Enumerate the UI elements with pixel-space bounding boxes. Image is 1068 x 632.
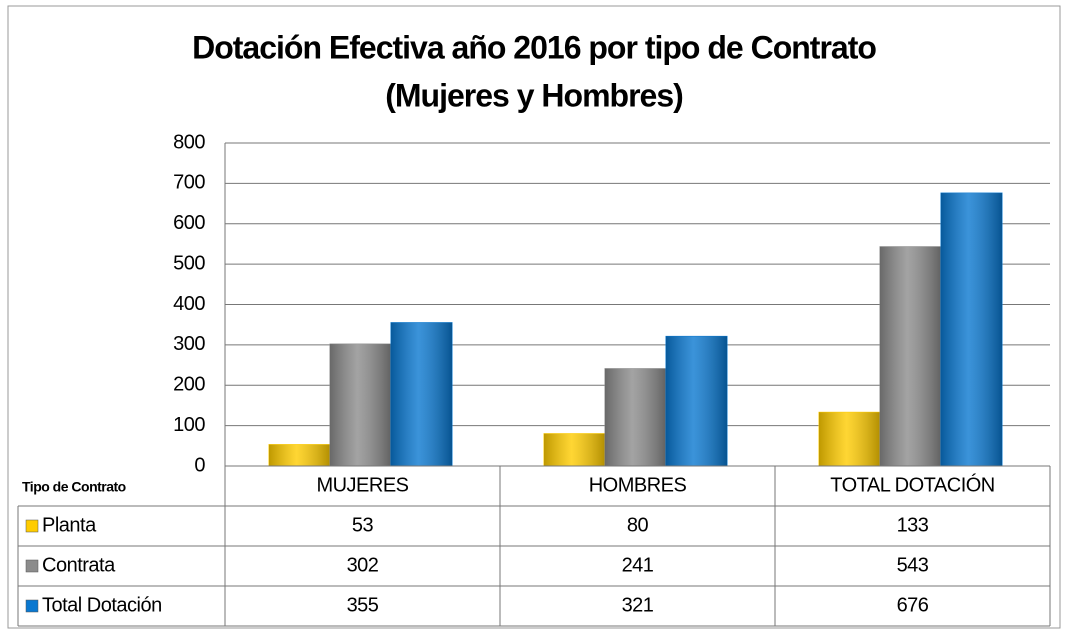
bar-shade — [819, 412, 880, 466]
y-tick-label: 600 — [173, 212, 205, 234]
table-cell: 53 — [352, 514, 374, 536]
y-tick-label: 200 — [173, 374, 205, 396]
bar-shade — [330, 344, 391, 466]
y-tick-label: 800 — [173, 131, 205, 153]
bar-shade — [666, 336, 727, 466]
table-header: Tipo de Contrato — [22, 479, 126, 495]
y-tick-label: 0 — [194, 454, 205, 476]
bar-shade — [880, 246, 941, 466]
bar-shade — [391, 322, 452, 466]
legend-key — [25, 519, 39, 533]
bar-shade — [269, 444, 330, 466]
legend-label: Contrata — [42, 554, 116, 576]
legend-label: Planta — [42, 514, 97, 536]
x-tick-label: TOTAL DOTACIÓN — [830, 473, 995, 496]
chart-title: Dotación Efectiva año 2016 por tipo de C… — [192, 29, 876, 65]
bar-shade — [605, 368, 666, 466]
y-tick-label: 400 — [173, 293, 205, 315]
table-cell: 543 — [897, 554, 929, 576]
y-tick-label: 700 — [173, 172, 205, 194]
x-tick-label: HOMBRES — [589, 474, 687, 496]
chart-title: (Mujeres y Hombres) — [385, 77, 683, 113]
table-cell: 80 — [627, 514, 649, 536]
legend-label: Total Dotación — [42, 594, 162, 616]
table-cell: 355 — [347, 594, 379, 616]
y-tick-label: 500 — [173, 252, 205, 274]
table-cell: 321 — [622, 594, 654, 616]
table-cell: 676 — [897, 594, 929, 616]
table-cell: 241 — [622, 554, 654, 576]
bar-shade — [544, 433, 605, 466]
legend-key — [25, 559, 39, 573]
x-tick-label: MUJERES — [316, 474, 408, 496]
bar-shade — [941, 193, 1002, 466]
y-tick-label: 300 — [173, 333, 205, 355]
legend-key — [25, 599, 39, 613]
table-cell: 133 — [897, 514, 929, 536]
y-tick-label: 100 — [173, 414, 205, 436]
table-cell: 302 — [347, 554, 379, 576]
chart-frame — [7, 5, 1061, 629]
